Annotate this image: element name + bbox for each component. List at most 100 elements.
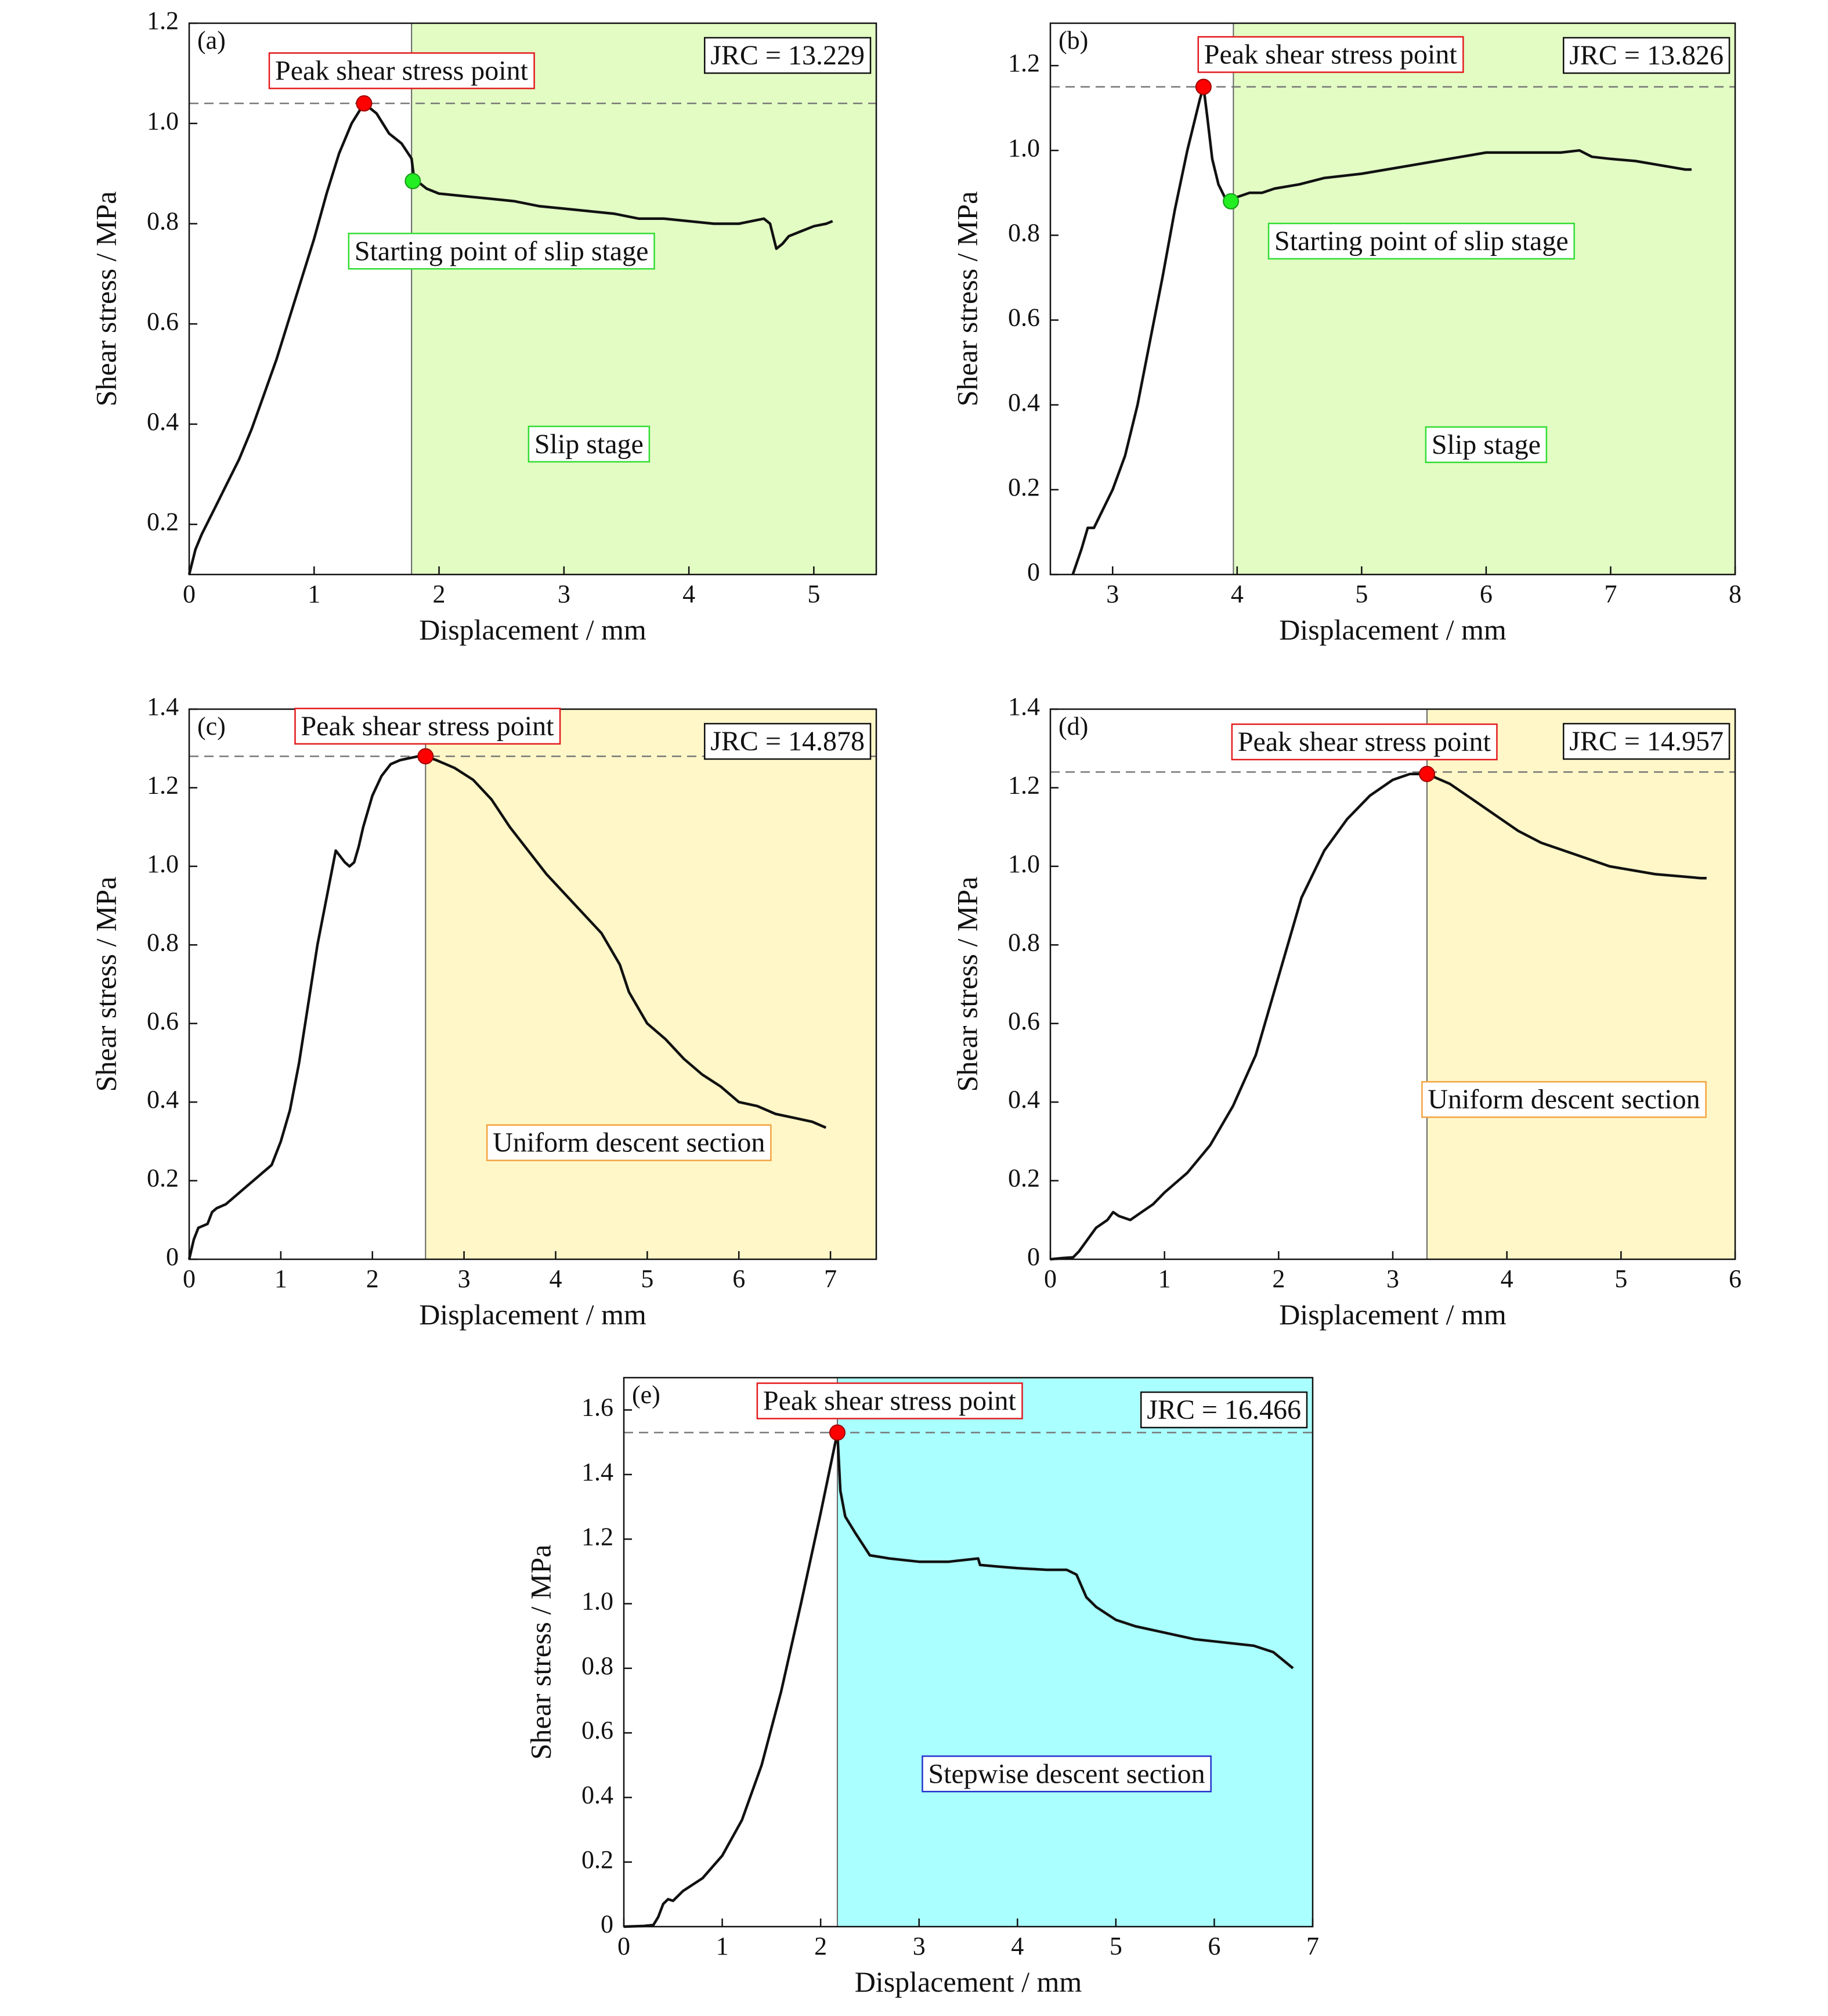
y-tick-label-e-1: 0.2 (581, 1845, 613, 1874)
stage-region-e (837, 1378, 1313, 1927)
x-tick-label-b-3: 3 (1106, 580, 1119, 608)
y-tick-label-d-1: 0.2 (1008, 1164, 1040, 1193)
y-tick-label-e-3: 0.6 (581, 1716, 613, 1744)
stage-label-c: Uniform descent section (486, 1124, 772, 1161)
stage-label-e-box (922, 1755, 1212, 1793)
y-axis-title-d: Shear stress / MPa (951, 877, 983, 1092)
x-tick-label-e-1: 1 (716, 1932, 729, 1960)
y-tick-label-b-4: 0.8 (1008, 218, 1040, 247)
slip-start-label-a-text: Starting point of slip stage (355, 236, 649, 266)
y-tick-label-e-2: 0.4 (581, 1781, 613, 1809)
peak-marker-e (829, 1424, 846, 1441)
x-tick-label-e-0: 0 (617, 1932, 630, 1960)
stage-region-c (425, 709, 876, 1259)
x-tick-label-d-2: 2 (1272, 1264, 1285, 1293)
stage-label-a: Slip stage (528, 425, 651, 463)
y-tick-label-d-5: 1.0 (1008, 850, 1040, 878)
jrc-label-d: JRC = 14.957 (1562, 722, 1731, 760)
plot-frame-a (188, 22, 877, 576)
y-tick-label-c-4: 0.8 (147, 928, 179, 956)
slip-start-marker-b (1223, 193, 1240, 209)
peak-label-e-box (756, 1382, 1023, 1419)
stage-label-b-box (1425, 426, 1548, 464)
x-tick-label-c-1: 1 (274, 1264, 287, 1293)
x-tick-label-e-6: 6 (1208, 1932, 1220, 1960)
y-axis-title-c: Shear stress / MPa (89, 877, 122, 1092)
peak-label-d-text: Peak shear stress point (1238, 727, 1491, 757)
stage-label-b-text: Slip stage (1432, 429, 1541, 460)
peak-marker-d (1419, 765, 1435, 782)
stage-region-d (1427, 709, 1735, 1259)
x-tick-label-b-4: 4 (1231, 580, 1244, 608)
x-tick-label-d-1: 1 (1158, 1264, 1171, 1293)
y-tick-label-c-6: 1.2 (147, 771, 179, 800)
x-tick-label-a-0: 0 (183, 580, 196, 608)
x-tick-label-d-4: 4 (1501, 1264, 1513, 1293)
x-axis-title-b: Displacement / mm (1279, 613, 1507, 646)
jrc-label-text-c: JRC = 14.878 (710, 726, 865, 757)
panel-a: 0 1 2 3 4 5 0.2 0.4 0.6 0.8 1.0 1.2 Displacement / m… (89, 6, 877, 646)
y-tick-label-c-5: 1.0 (147, 850, 179, 878)
x-tick-label-e-7: 7 (1306, 1932, 1319, 1960)
x-tick-label-b-8: 8 (1729, 580, 1742, 608)
y-tick-label-c-1: 0.2 (147, 1164, 179, 1193)
peak-label-c-text: Peak shear stress point (301, 711, 554, 742)
stage-label-e-text: Stepwise descent section (928, 1758, 1205, 1789)
y-tick-label-a-3: 0.8 (147, 207, 179, 236)
stage-region-b (1233, 23, 1735, 575)
x-tick-label-c-0: 0 (183, 1264, 196, 1293)
jrc-label-text-d: JRC = 14.957 (1569, 726, 1724, 757)
y-tick-label-d-7: 1.4 (1008, 692, 1040, 721)
x-tick-label-c-4: 4 (549, 1264, 562, 1293)
x-tick-label-e-2: 2 (814, 1932, 827, 1960)
x-tick-label-a-1: 1 (308, 580, 320, 608)
y-tick-label-c-0: 0 (166, 1242, 179, 1271)
slip-start-label-b-box (1267, 222, 1575, 260)
stage-label-c-text: Uniform descent section (493, 1128, 765, 1158)
y-tick-label-b-5: 1.0 (1008, 133, 1040, 162)
y-tick-label-a-1: 0.4 (147, 407, 179, 436)
y-tick-label-d-4: 0.8 (1008, 928, 1040, 956)
y-tick-label-e-7: 1.4 (581, 1458, 613, 1486)
panel-e: 0 1 2 3 4 5 6 7 0 0.2 0.4 0.6 0.8 1.0 1.2 1.4 1.6 Displac… (524, 1376, 1319, 1998)
peak-label-d-box (1231, 723, 1498, 761)
x-axis-title-e: Displacement / mm (855, 1966, 1082, 1998)
y-tick-label-c-2: 0.4 (147, 1085, 179, 1114)
jrc-label-box-a (703, 37, 872, 74)
x-tick-label-b-7: 7 (1604, 580, 1617, 608)
y-tick-label-b-3: 0.6 (1008, 304, 1040, 332)
panel-tag-c: (c) (197, 712, 226, 740)
peak-label-b-box (1197, 36, 1464, 73)
x-tick-label-b-6: 6 (1480, 580, 1493, 608)
shear-stress-curve-d (1050, 772, 1707, 1261)
stage-label-d-box (1421, 1081, 1707, 1118)
jrc-label-box-c (703, 722, 872, 760)
shear-stress-curve-c (187, 755, 827, 1260)
jrc-label-box-d (1562, 722, 1731, 760)
stage-label-b: Slip stage (1425, 426, 1548, 464)
panel-c: 0 1 2 3 4 5 6 7 0 0.2 0.4 0.6 0.8 1.0 1.2 1.4 Displaceme… (89, 692, 877, 1331)
peak-label-e-text: Peak shear stress point (763, 1386, 1017, 1417)
y-tick-label-b-2: 0.4 (1008, 388, 1040, 417)
y-tick-label-e-0: 0 (601, 1910, 613, 1938)
stage-label-d: Uniform descent section (1421, 1081, 1707, 1118)
stage-label-d-text: Uniform descent section (1428, 1084, 1700, 1115)
y-tick-label-b-1: 0.2 (1008, 473, 1040, 501)
jrc-label-text-a: JRC = 13.229 (710, 40, 865, 71)
x-tick-label-d-6: 6 (1729, 1264, 1742, 1293)
stage-label-e: Stepwise descent section (922, 1755, 1212, 1793)
panel-b: 3 4 5 6 7 8 0 0.2 0.4 0.6 0.8 1.0 1.2 Displacement / … (951, 22, 1742, 646)
x-tick-label-c-3: 3 (458, 1264, 471, 1293)
x-tick-label-e-4: 4 (1011, 1932, 1024, 1960)
x-axis-title-a: Displacement / mm (419, 613, 646, 646)
panel-tag-e: (e) (632, 1381, 660, 1409)
stage-label-a-text: Slip stage (534, 429, 644, 460)
x-tick-label-b-5: 5 (1355, 580, 1368, 608)
y-tick-label-e-4: 0.8 (581, 1652, 613, 1680)
panel-d: 0 1 2 3 4 5 6 0 0.2 0.4 0.6 0.8 1.0 1.2 1.4 Displacemen… (951, 692, 1742, 1331)
y-tick-label-d-6: 1.2 (1008, 771, 1040, 800)
x-tick-label-d-3: 3 (1386, 1264, 1399, 1293)
peak-label-c: Peak shear stress point (294, 707, 561, 745)
plot-frame-e (623, 1376, 1314, 1928)
x-tick-label-d-0: 0 (1044, 1264, 1057, 1293)
